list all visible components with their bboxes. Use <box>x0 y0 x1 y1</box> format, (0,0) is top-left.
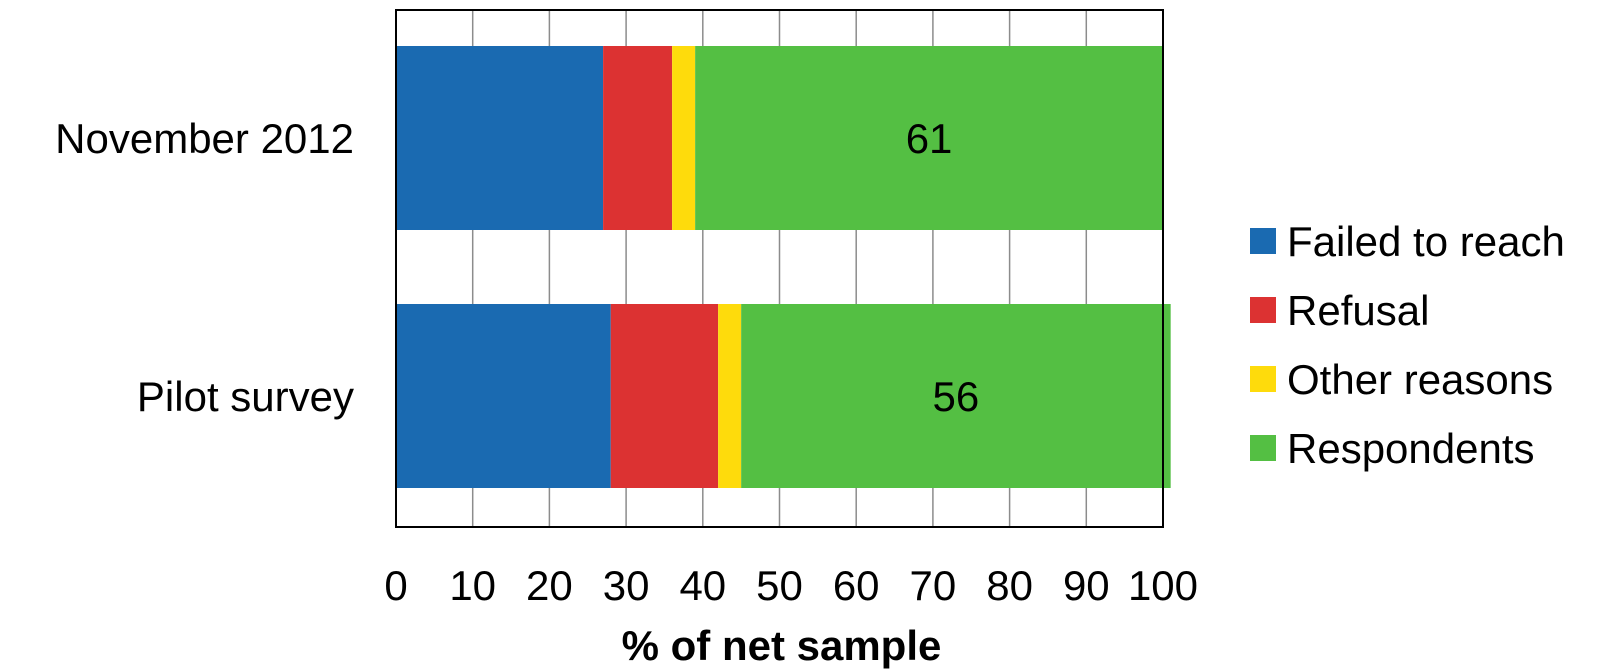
bar-other-reasons-0 <box>672 46 696 230</box>
bar-other-reasons-1 <box>718 304 742 488</box>
bars <box>396 46 1171 488</box>
x-tick-label-70: 70 <box>910 562 957 609</box>
x-tick-label-90: 90 <box>1063 562 1110 609</box>
x-tick-label-40: 40 <box>679 562 726 609</box>
legend: Failed to reach Refusal Other reasons Respo… <box>1250 218 1565 472</box>
bar-refusal-0 <box>603 46 673 230</box>
legend-label-2: Other reasons <box>1287 356 1553 403</box>
legend-swatch-2 <box>1250 366 1276 392</box>
legend-swatch-1 <box>1250 297 1276 323</box>
plot-area-frame <box>395 9 1164 528</box>
category-label-0: November 2012 <box>55 115 354 162</box>
bar-failed-to-reach-0 <box>396 46 604 230</box>
bar-respondents-1 <box>741 304 1171 488</box>
legend-label-1: Refusal <box>1287 287 1429 334</box>
x-tick-label-60: 60 <box>833 562 880 609</box>
category-label-1: Pilot survey <box>137 373 354 420</box>
x-tick-label-30: 30 <box>603 562 650 609</box>
x-tick-label-10: 10 <box>449 562 496 609</box>
x-tick-label-100: 100 <box>1128 562 1198 609</box>
data-labels: 61 56 <box>906 115 980 420</box>
x-tick-label-80: 80 <box>986 562 1033 609</box>
data-label-1: 56 <box>933 373 980 420</box>
value-axis-tick-labels: 0 10 20 30 40 50 60 70 80 90 100 <box>384 562 1198 609</box>
bar-failed-to-reach-1 <box>396 304 611 488</box>
x-tick-label-20: 20 <box>526 562 573 609</box>
x-axis-title: % of net sample <box>622 622 942 669</box>
data-label-0: 61 <box>906 115 953 162</box>
legend-label-3: Respondents <box>1287 425 1535 472</box>
category-axis-labels: November 2012 Pilot survey <box>55 115 354 420</box>
x-tick-label-0: 0 <box>384 562 407 609</box>
legend-swatch-3 <box>1250 435 1276 461</box>
x-tick-label-50: 50 <box>756 562 803 609</box>
bar-respondents-0 <box>695 46 1163 230</box>
legend-swatch-0 <box>1250 228 1276 254</box>
bar-refusal-1 <box>610 304 719 488</box>
legend-label-0: Failed to reach <box>1287 218 1565 265</box>
